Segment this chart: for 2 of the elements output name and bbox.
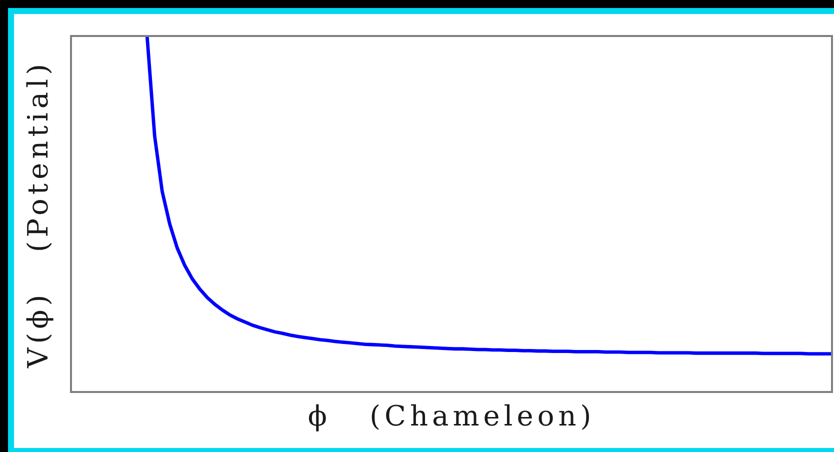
y-axis-title: V(ϕ) (Potential) — [21, 60, 54, 369]
x-axis-title: ϕ (Chameleon) — [308, 399, 596, 432]
